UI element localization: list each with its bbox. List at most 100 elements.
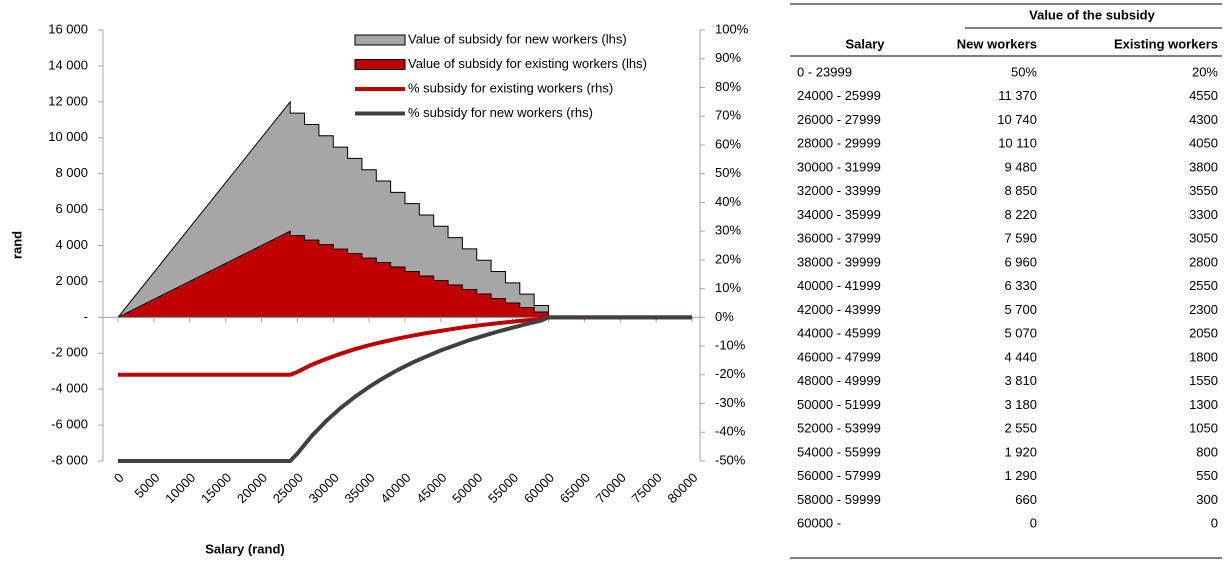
y-tick-label: -8 000 bbox=[51, 452, 88, 467]
table-column-header: New workers bbox=[957, 36, 1037, 51]
table-cell: 36000 - 37999 bbox=[797, 231, 881, 246]
table-cell: 40000 - 41999 bbox=[797, 278, 881, 293]
table-cell: 48000 - 49999 bbox=[797, 373, 881, 388]
x-tick-label: 10000 bbox=[162, 470, 198, 506]
table-cell: 4 440 bbox=[1004, 349, 1037, 364]
table-cell: 8 220 bbox=[1004, 207, 1037, 222]
x-tick-label: 20000 bbox=[234, 470, 270, 506]
table-cell: 60000 - bbox=[797, 516, 841, 531]
table-cell: 550 bbox=[1196, 468, 1218, 483]
table-cell: 8 850 bbox=[1004, 183, 1037, 198]
y2-tick-label: 100% bbox=[715, 21, 749, 36]
x-tick-label: 60000 bbox=[521, 470, 557, 506]
y-tick-label: 12 000 bbox=[48, 93, 88, 108]
table-cell: 0 - 23999 bbox=[797, 64, 852, 79]
table-cell: 42000 - 43999 bbox=[797, 302, 881, 317]
table-cell: 50% bbox=[1011, 64, 1037, 79]
table-cell: 11 370 bbox=[998, 88, 1037, 103]
table-cell: 7 590 bbox=[1004, 231, 1037, 246]
table-column-header: Existing workers bbox=[1114, 36, 1218, 51]
x-tick-label: 80000 bbox=[664, 470, 700, 506]
table-cell: 3 810 bbox=[1004, 373, 1037, 388]
table-cell: 1550 bbox=[1189, 373, 1218, 388]
table-cell: 20% bbox=[1192, 64, 1218, 79]
y-axis-title: rand bbox=[9, 231, 24, 259]
table-cell: 44000 - 45999 bbox=[797, 326, 881, 341]
y-tick-label: 6 000 bbox=[55, 201, 88, 216]
table-cell: 46000 - 47999 bbox=[797, 349, 881, 364]
table-column-header: Salary bbox=[845, 36, 885, 51]
line bbox=[118, 315, 692, 377]
y2-tick-label: -10% bbox=[715, 338, 746, 353]
table-cell: 28000 - 29999 bbox=[797, 136, 881, 151]
table-cell: 1 290 bbox=[1004, 468, 1037, 483]
table-cell: 10 110 bbox=[998, 136, 1037, 151]
table-cell: 38000 - 39999 bbox=[797, 254, 881, 269]
table-cell: 6 330 bbox=[1004, 278, 1037, 293]
y2-tick-label: -40% bbox=[715, 424, 746, 439]
table-cell: 3 180 bbox=[1004, 397, 1037, 412]
table-cell: 300 bbox=[1196, 492, 1218, 507]
y2-tick-label: 20% bbox=[715, 251, 741, 266]
table-cell: 3300 bbox=[1189, 207, 1218, 222]
y2-tick-label: 0% bbox=[715, 309, 734, 324]
table-cell: 4550 bbox=[1189, 88, 1218, 103]
area bbox=[117, 230, 692, 318]
line bbox=[118, 315, 692, 463]
table-cell: 2300 bbox=[1189, 302, 1218, 317]
table-cell: 32000 - 33999 bbox=[797, 183, 881, 198]
table-cell: 0 bbox=[1211, 516, 1218, 531]
x-tick-label: 35000 bbox=[342, 470, 378, 506]
y2-tick-label: 60% bbox=[715, 136, 741, 151]
table-cell: 30000 - 31999 bbox=[797, 159, 881, 174]
x-tick-label: 55000 bbox=[485, 470, 521, 506]
x-tick-label: 0 bbox=[111, 470, 127, 486]
table-cell: 58000 - 59999 bbox=[797, 492, 881, 507]
table-cell: 56000 - 57999 bbox=[797, 468, 881, 483]
table-cell: 2 550 bbox=[1004, 421, 1037, 436]
table-cell: 6 960 bbox=[1004, 254, 1037, 269]
y2-tick-label: 90% bbox=[715, 50, 741, 65]
table-cell: 660 bbox=[1015, 492, 1037, 507]
table-cell: 34000 - 35999 bbox=[797, 207, 881, 222]
table-cell: 26000 - 27999 bbox=[797, 112, 881, 127]
table-cell: 2550 bbox=[1189, 278, 1218, 293]
table-group-header: Value of the subsidy bbox=[1029, 7, 1155, 22]
table-cell: 52000 - 53999 bbox=[797, 421, 881, 436]
y2-tick-label: 30% bbox=[715, 223, 741, 238]
y2-tick-label: 70% bbox=[715, 108, 741, 123]
x-tick-label: 45000 bbox=[413, 470, 449, 506]
y-tick-label: 2 000 bbox=[55, 273, 88, 288]
x-tick-label: 75000 bbox=[629, 470, 665, 506]
table-cell: 2050 bbox=[1189, 326, 1218, 341]
legend-label: Value of subsidy for existing workers (l… bbox=[408, 56, 647, 71]
table-cell: 24000 - 25999 bbox=[797, 88, 881, 103]
y-tick-label: -6 000 bbox=[51, 417, 88, 432]
y2-tick-label: -20% bbox=[715, 366, 746, 381]
y-tick-label: 8 000 bbox=[55, 165, 88, 180]
table-cell: 3550 bbox=[1189, 183, 1218, 198]
x-tick-label: 15000 bbox=[198, 470, 234, 506]
table-cell: 54000 - 55999 bbox=[797, 444, 881, 459]
y-tick-label: 14 000 bbox=[48, 57, 88, 72]
y-tick-label: 4 000 bbox=[55, 237, 88, 252]
table-cell: 2800 bbox=[1189, 254, 1218, 269]
legend-swatch bbox=[354, 59, 406, 70]
y-tick-label: -2 000 bbox=[51, 345, 88, 360]
table-cell: 9 480 bbox=[1004, 159, 1037, 174]
table-cell: 1 920 bbox=[1004, 444, 1037, 459]
table-cell: 4050 bbox=[1189, 136, 1218, 151]
table-cell: 5 070 bbox=[1004, 326, 1037, 341]
table-cell: 1800 bbox=[1189, 349, 1218, 364]
y2-tick-label: 80% bbox=[715, 79, 741, 94]
x-tick-label: 50000 bbox=[449, 470, 485, 506]
table-cell: 1300 bbox=[1189, 397, 1218, 412]
x-tick-label: 5000 bbox=[131, 470, 162, 501]
table-cell: 3800 bbox=[1189, 159, 1218, 174]
y2-tick-label: -50% bbox=[715, 452, 746, 467]
x-axis-title: Salary (rand) bbox=[205, 541, 284, 556]
legend-label: % subsidy for existing workers (rhs) bbox=[408, 80, 613, 95]
legend-swatch bbox=[354, 34, 406, 46]
